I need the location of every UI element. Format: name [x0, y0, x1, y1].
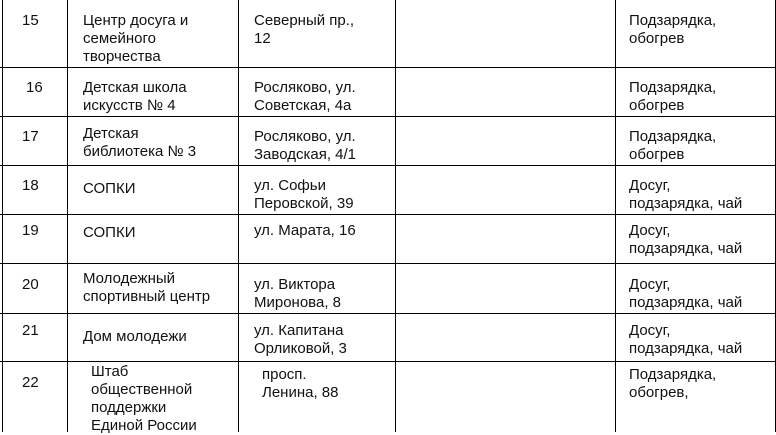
services: Досуг, подзарядка, чай [629, 222, 743, 257]
place-name: Центр досуга и семейного творчества [83, 12, 189, 65]
place-name: Дом молодежи [83, 328, 187, 345]
place-name: Молодежный спортивный центр [83, 270, 211, 305]
row-border [0, 67, 776, 68]
services: Досуг, подзарядка, чай [629, 276, 743, 311]
row-border [0, 214, 776, 215]
services: Подзарядка, обогрев [629, 12, 717, 47]
address: Росляково, ул. Советская, 4а [254, 79, 356, 114]
column-border [615, 0, 616, 432]
services: Подзарядка, обогрев [629, 128, 717, 163]
row-border [0, 313, 776, 314]
place-name: Детская школа искусств № 4 [83, 79, 187, 114]
services: Досуг, подзарядка, чай [629, 322, 743, 357]
row-number: 19 [22, 222, 39, 239]
row-number: 22 [22, 374, 39, 391]
address: Северный пр., 12 [254, 12, 355, 47]
services: Досуг, подзарядка, чай [629, 177, 743, 212]
row-number: 17 [22, 128, 39, 145]
address: просп. Ленина, 88 [262, 366, 339, 401]
column-border [238, 0, 239, 432]
address: ул. Марата, 16 [254, 222, 356, 239]
row-number: 20 [22, 276, 39, 293]
address: ул. Софьи Перовской, 39 [254, 177, 354, 212]
row-border [0, 116, 776, 117]
column-border [67, 0, 68, 432]
column-border [395, 0, 396, 432]
address: Росляково, ул. Заводская, 4/1 [254, 128, 357, 163]
place-name: Штаб общественной поддержки Единой Росси… [91, 363, 197, 434]
place-name: СОПКИ [83, 224, 136, 241]
row-border [0, 263, 776, 264]
row-number: 15 [22, 12, 39, 29]
column-border [2, 0, 3, 432]
address: ул. Виктора Миронова, 8 [254, 276, 342, 311]
row-number: 16 [26, 79, 43, 96]
row-number: 21 [22, 322, 39, 339]
place-name: СОПКИ [83, 180, 136, 197]
row-border [0, 361, 776, 362]
place-name: Детская библиотека № 3 [83, 125, 197, 160]
row-number: 18 [22, 177, 39, 194]
services: Подзарядка, обогрев, [629, 366, 717, 401]
row-border [0, 165, 776, 166]
address: ул. Капитана Орликовой, 3 [254, 322, 347, 357]
services: Подзарядка, обогрев [629, 79, 717, 114]
